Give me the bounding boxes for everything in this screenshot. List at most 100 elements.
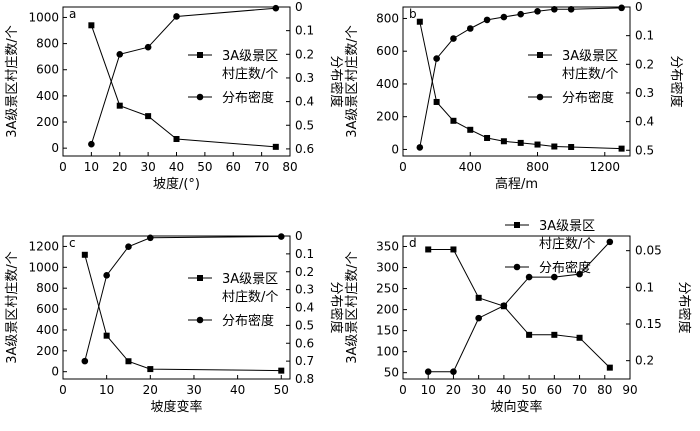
y-right-tick-label: 0.1 bbox=[635, 29, 654, 43]
y-left-tick-label: 600 bbox=[36, 63, 59, 77]
y-left-tick-label: 600 bbox=[36, 302, 59, 316]
legend-marker-circle bbox=[196, 93, 204, 101]
data-point-circle bbox=[147, 234, 154, 242]
data-point-square bbox=[475, 294, 482, 301]
y-left-tick-label: 800 bbox=[376, 11, 399, 25]
data-point-circle bbox=[576, 270, 583, 278]
legend-label-count-line2: 村庄数/个 bbox=[222, 66, 278, 82]
data-point-circle bbox=[277, 233, 285, 240]
legend-label-count-line2: 村庄数/个 bbox=[539, 236, 595, 252]
x-tick-label: 20 bbox=[446, 383, 461, 397]
y-left-tick-label: 300 bbox=[376, 261, 399, 275]
x-tick-label: 80 bbox=[597, 383, 612, 397]
data-point-square bbox=[517, 139, 524, 146]
x-tick-label: 400 bbox=[459, 160, 482, 174]
data-point-square bbox=[278, 367, 285, 374]
y-left-tick-label: 200 bbox=[36, 115, 59, 129]
data-point-square bbox=[81, 251, 88, 258]
chart-panel-b: b 0 400 800 1200 0 200 400 600 800 0 0.1 0.2 0.3 0.4 0.… bbox=[344, 0, 684, 192]
data-point-circle bbox=[475, 314, 482, 322]
data-point-circle bbox=[416, 144, 424, 151]
data-point-circle bbox=[103, 272, 110, 279]
legend-label-count-line2: 村庄数/个 bbox=[222, 289, 278, 305]
plot-frame bbox=[402, 6, 631, 157]
legend-marker-circle bbox=[196, 316, 204, 324]
y-left-tick-label: 0 bbox=[51, 141, 59, 155]
legend-label-density: 分布密度 bbox=[222, 90, 274, 106]
x-tick-label: 10 bbox=[421, 383, 436, 397]
x-tick-label: 40 bbox=[496, 383, 511, 397]
x-tick-label: 30 bbox=[471, 383, 486, 397]
data-point-square bbox=[576, 334, 583, 341]
y-right-tick-label: 0 bbox=[295, 0, 303, 14]
y-right-tick-label: 0.5 bbox=[635, 143, 654, 157]
x-axis-label: 高程/m bbox=[495, 176, 538, 192]
data-point-circle bbox=[173, 13, 180, 20]
y-right-tick-label: 0.4 bbox=[295, 301, 314, 315]
y-right-tick-label: 0.1 bbox=[295, 247, 314, 261]
panel-letter: d bbox=[409, 236, 417, 250]
legend-marker-square bbox=[537, 52, 543, 58]
y-right-tick-label: 0.3 bbox=[635, 86, 654, 100]
y-right-tick-label: 0.15 bbox=[635, 317, 662, 331]
legend-marker-circle bbox=[513, 263, 521, 271]
y-right-tick-label: 0.3 bbox=[295, 71, 314, 85]
y-left-tick-label: 800 bbox=[36, 281, 59, 295]
data-point-square bbox=[173, 136, 180, 143]
data-point-circle bbox=[534, 7, 541, 15]
data-point-circle bbox=[500, 302, 508, 309]
x-tick-label: 0 bbox=[59, 383, 67, 397]
y-right-tick-label: 0.2 bbox=[635, 57, 654, 71]
data-point-circle bbox=[116, 51, 124, 58]
x-tick-label: 1200 bbox=[590, 160, 621, 174]
y-left-tick-label: 1000 bbox=[28, 10, 59, 24]
panel-letter: c bbox=[69, 236, 76, 250]
x-tick-label: 0 bbox=[59, 160, 67, 174]
data-point-circle bbox=[450, 368, 457, 375]
y-right-tick-label: 0.6 bbox=[295, 142, 314, 156]
y-left-axis-label: 3A级景区村庄数/个 bbox=[4, 25, 20, 138]
data-point-square bbox=[500, 138, 507, 145]
y-right-tick-label: 0.7 bbox=[295, 354, 314, 368]
x-tick-label: 0 bbox=[399, 160, 407, 174]
x-tick-label: 50 bbox=[197, 160, 212, 174]
y-right-tick-label: 0.4 bbox=[295, 95, 314, 109]
data-point-circle bbox=[450, 35, 457, 42]
data-point-square bbox=[450, 117, 457, 124]
series-line-count bbox=[90, 25, 276, 148]
y-right-axis-label: 分布密度 bbox=[328, 281, 344, 333]
x-tick-label: 20 bbox=[143, 383, 158, 397]
data-point-square bbox=[551, 331, 558, 338]
data-point-square bbox=[534, 141, 541, 148]
x-tick-label: 20 bbox=[112, 160, 127, 174]
data-point-square bbox=[606, 364, 613, 371]
y-left-tick-label: 800 bbox=[36, 37, 59, 51]
y-left-tick-label: 0 bbox=[51, 365, 59, 379]
plot-frame bbox=[402, 235, 631, 380]
y-right-tick-label: 0.5 bbox=[295, 118, 314, 132]
legend-label-count: 3A级景区 bbox=[222, 272, 278, 287]
legend-label-count-line2: 村庄数/个 bbox=[562, 66, 618, 82]
x-tick-label: 80 bbox=[282, 160, 297, 174]
y-left-tick-label: 150 bbox=[376, 324, 399, 338]
data-point-circle bbox=[433, 55, 440, 62]
data-point-circle bbox=[81, 357, 89, 365]
data-point-square bbox=[568, 143, 575, 150]
chart-panel-a: a0 10 20 30 40 50 60 70 800200400600800100000.10… bbox=[4, 0, 344, 192]
x-tick-label: 60 bbox=[547, 383, 562, 397]
y-left-tick-label: 350 bbox=[376, 240, 399, 254]
data-point-circle bbox=[424, 368, 432, 375]
y-right-tick-label: 0.5 bbox=[295, 318, 314, 332]
y-right-tick-label: 0.4 bbox=[635, 115, 654, 129]
x-tick-label: 40 bbox=[230, 383, 245, 397]
data-point-circle bbox=[272, 4, 280, 12]
data-point-square bbox=[467, 126, 474, 133]
y-left-tick-label: 200 bbox=[376, 303, 399, 317]
y-right-tick-label: 0.8 bbox=[295, 372, 314, 386]
y-left-axis-label: 3A级景区村庄数/个 bbox=[344, 25, 360, 138]
data-point-square bbox=[425, 246, 432, 253]
data-point-circle bbox=[125, 243, 132, 251]
